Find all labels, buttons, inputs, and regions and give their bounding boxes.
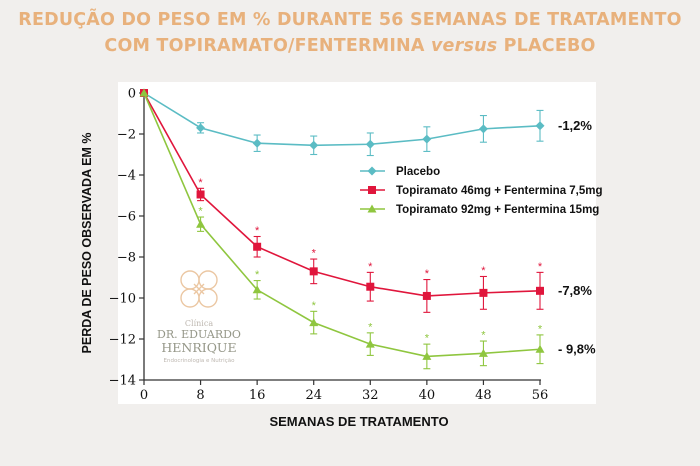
chart-title-line-2: COM TOPIRAMATO/FENTERMINA versus PLACEBO: [0, 36, 700, 56]
logo-line-3: HENRIQUE: [161, 340, 236, 355]
series-end-label: - 9,8%: [558, 341, 596, 356]
series-line: [143, 92, 541, 297]
legend-item-1: Placebo: [360, 166, 440, 178]
data-point: [536, 286, 544, 295]
title-prefix: COM TOPIRAMATO/FENTERMINA: [104, 36, 431, 56]
logo-line-1: Clínica: [185, 319, 213, 328]
significance-marker: *: [255, 269, 260, 281]
y-tick-label: −2: [117, 128, 136, 143]
flower-logo-icon: [180, 270, 218, 308]
data-point: [196, 190, 205, 199]
series-2: * * * * * * * -7,8%: [140, 89, 592, 313]
data-point: [478, 124, 488, 134]
data-point: [252, 138, 262, 148]
title-italic-versus: versus: [430, 36, 498, 56]
significance-marker: *: [368, 261, 373, 273]
data-point: [478, 348, 488, 357]
y-tick-label: −12: [109, 333, 136, 348]
legend-label: Topiramato 46mg + Fentermina 7,5mg: [396, 185, 603, 197]
significance-marker: *: [368, 321, 373, 333]
significance-marker: *: [481, 330, 486, 342]
data-point: [422, 134, 432, 144]
logo-watermark: Clínica DR. EDUARDO HENRIQUE Endocrinolo…: [157, 270, 241, 364]
data-point: [365, 139, 375, 149]
y-tick-label: −10: [109, 292, 136, 307]
data-point: [253, 242, 262, 251]
data-point: [535, 121, 545, 131]
data-point: [422, 291, 431, 300]
legend-label: Placebo: [396, 166, 440, 178]
legend-label: Topiramato 92mg + Fentermina 15mg: [396, 204, 599, 216]
data-point: [422, 351, 432, 360]
y-tick-label: 0: [128, 87, 136, 102]
series-line: [143, 92, 541, 358]
data-point: [535, 344, 545, 353]
data-point: [309, 267, 318, 276]
x-tick-label: 56: [532, 388, 549, 403]
x-tick-label: 16: [249, 388, 266, 403]
chart-title-line-1: REDUÇÃO DO PESO EM % DURANTE 56 SEMANAS …: [18, 10, 682, 30]
data-point: [139, 88, 149, 97]
x-tick-label: 48: [475, 388, 492, 403]
y-tick-label: −6: [117, 210, 136, 225]
significance-marker: *: [538, 261, 543, 273]
series-end-label: -7,8%: [558, 283, 592, 298]
x-tick-label: 40: [419, 388, 436, 403]
logo-line-4: Endocrinologia e Nutrição: [164, 358, 236, 364]
significance-marker: *: [198, 177, 203, 189]
x-axis-label: SEMANAS DE TRATAMENTO: [269, 414, 448, 429]
series-end-label: -1,2%: [558, 118, 592, 133]
plot-background: [118, 82, 596, 404]
y-tick-label: −14: [109, 374, 136, 389]
significance-marker: *: [312, 300, 317, 312]
significance-marker: *: [255, 225, 260, 237]
data-point: [366, 282, 375, 291]
data-point: [196, 123, 206, 133]
x-tick-label: 24: [305, 388, 322, 403]
legend-marker: [368, 186, 376, 194]
title-suffix: PLACEBO: [497, 36, 596, 56]
data-point: [309, 318, 319, 327]
significance-marker: *: [538, 323, 543, 335]
significance-marker: *: [425, 268, 430, 280]
data-point: [252, 285, 262, 294]
data-point: [196, 219, 206, 228]
series-3: * * * * * * * - 9,8%: [139, 88, 596, 370]
logo-line-2: DR. EDUARDO: [157, 328, 241, 341]
y-tick-label: −8: [117, 251, 136, 266]
legend-item-2: Topiramato 46mg + Fentermina 7,5mg: [360, 185, 603, 197]
legend-item-3: Topiramato 92mg + Fentermina 15mg: [360, 204, 599, 216]
y-axis-label: PERDA DE PESO OBSERVADA EM %: [80, 133, 94, 354]
x-tick-label: 32: [362, 388, 379, 403]
x-tick-label: 8: [196, 388, 204, 403]
data-point: [365, 339, 375, 348]
y-tick-label: −4: [117, 169, 136, 184]
significance-marker: *: [312, 248, 317, 260]
x-tick-label: 0: [140, 388, 148, 403]
legend-marker: [367, 204, 377, 213]
significance-marker: *: [481, 265, 486, 277]
data-point: [479, 288, 488, 297]
data-point: [309, 140, 319, 150]
series-line: [143, 92, 541, 147]
significance-marker: *: [198, 206, 203, 218]
legend-marker: [367, 166, 377, 176]
significance-marker: *: [425, 333, 430, 345]
